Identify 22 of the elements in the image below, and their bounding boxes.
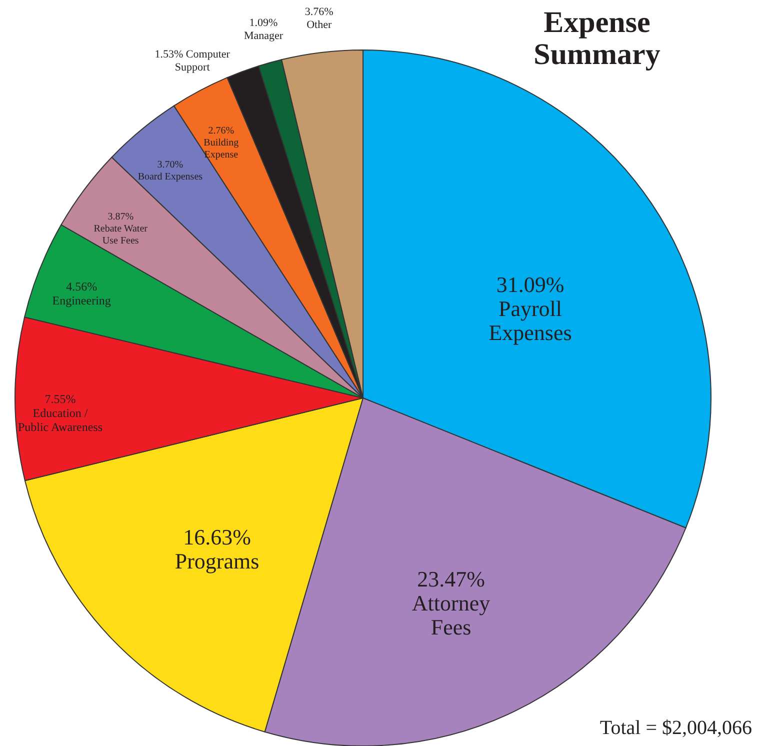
data-label: 16.63% <box>183 524 251 550</box>
text: Expense Summary <box>534 6 660 71</box>
data-label: 2.76% <box>208 126 234 137</box>
data-label: 4.56% <box>66 279 98 294</box>
slice-label: Education / Public Awareness <box>18 406 103 434</box>
data-label: 3.76% <box>304 6 334 18</box>
data-label: 1.09% <box>249 17 278 30</box>
slice-label: Programs <box>174 548 260 574</box>
slice-label: Engineering <box>52 293 111 308</box>
data-label: 3.87% <box>108 212 134 223</box>
slice-label: Rebate Water Use Fees <box>94 224 148 247</box>
slice-label: Attorney Fees <box>412 590 490 640</box>
data-label: 7.55% <box>44 392 76 406</box>
slice-label: Payroll Expenses <box>488 296 572 346</box>
slice-label: Manager <box>244 30 284 42</box>
data-label: 23.47% <box>417 566 485 592</box>
text: Total = $2,004,066 <box>600 717 752 739</box>
data-label: 31.09% <box>496 272 564 298</box>
slice-label: Other <box>306 19 332 32</box>
data-label: 3.70% <box>157 160 184 171</box>
slice-label: Board Expenses <box>138 172 203 183</box>
slice-label: 1.53% Computer Support <box>154 48 230 74</box>
